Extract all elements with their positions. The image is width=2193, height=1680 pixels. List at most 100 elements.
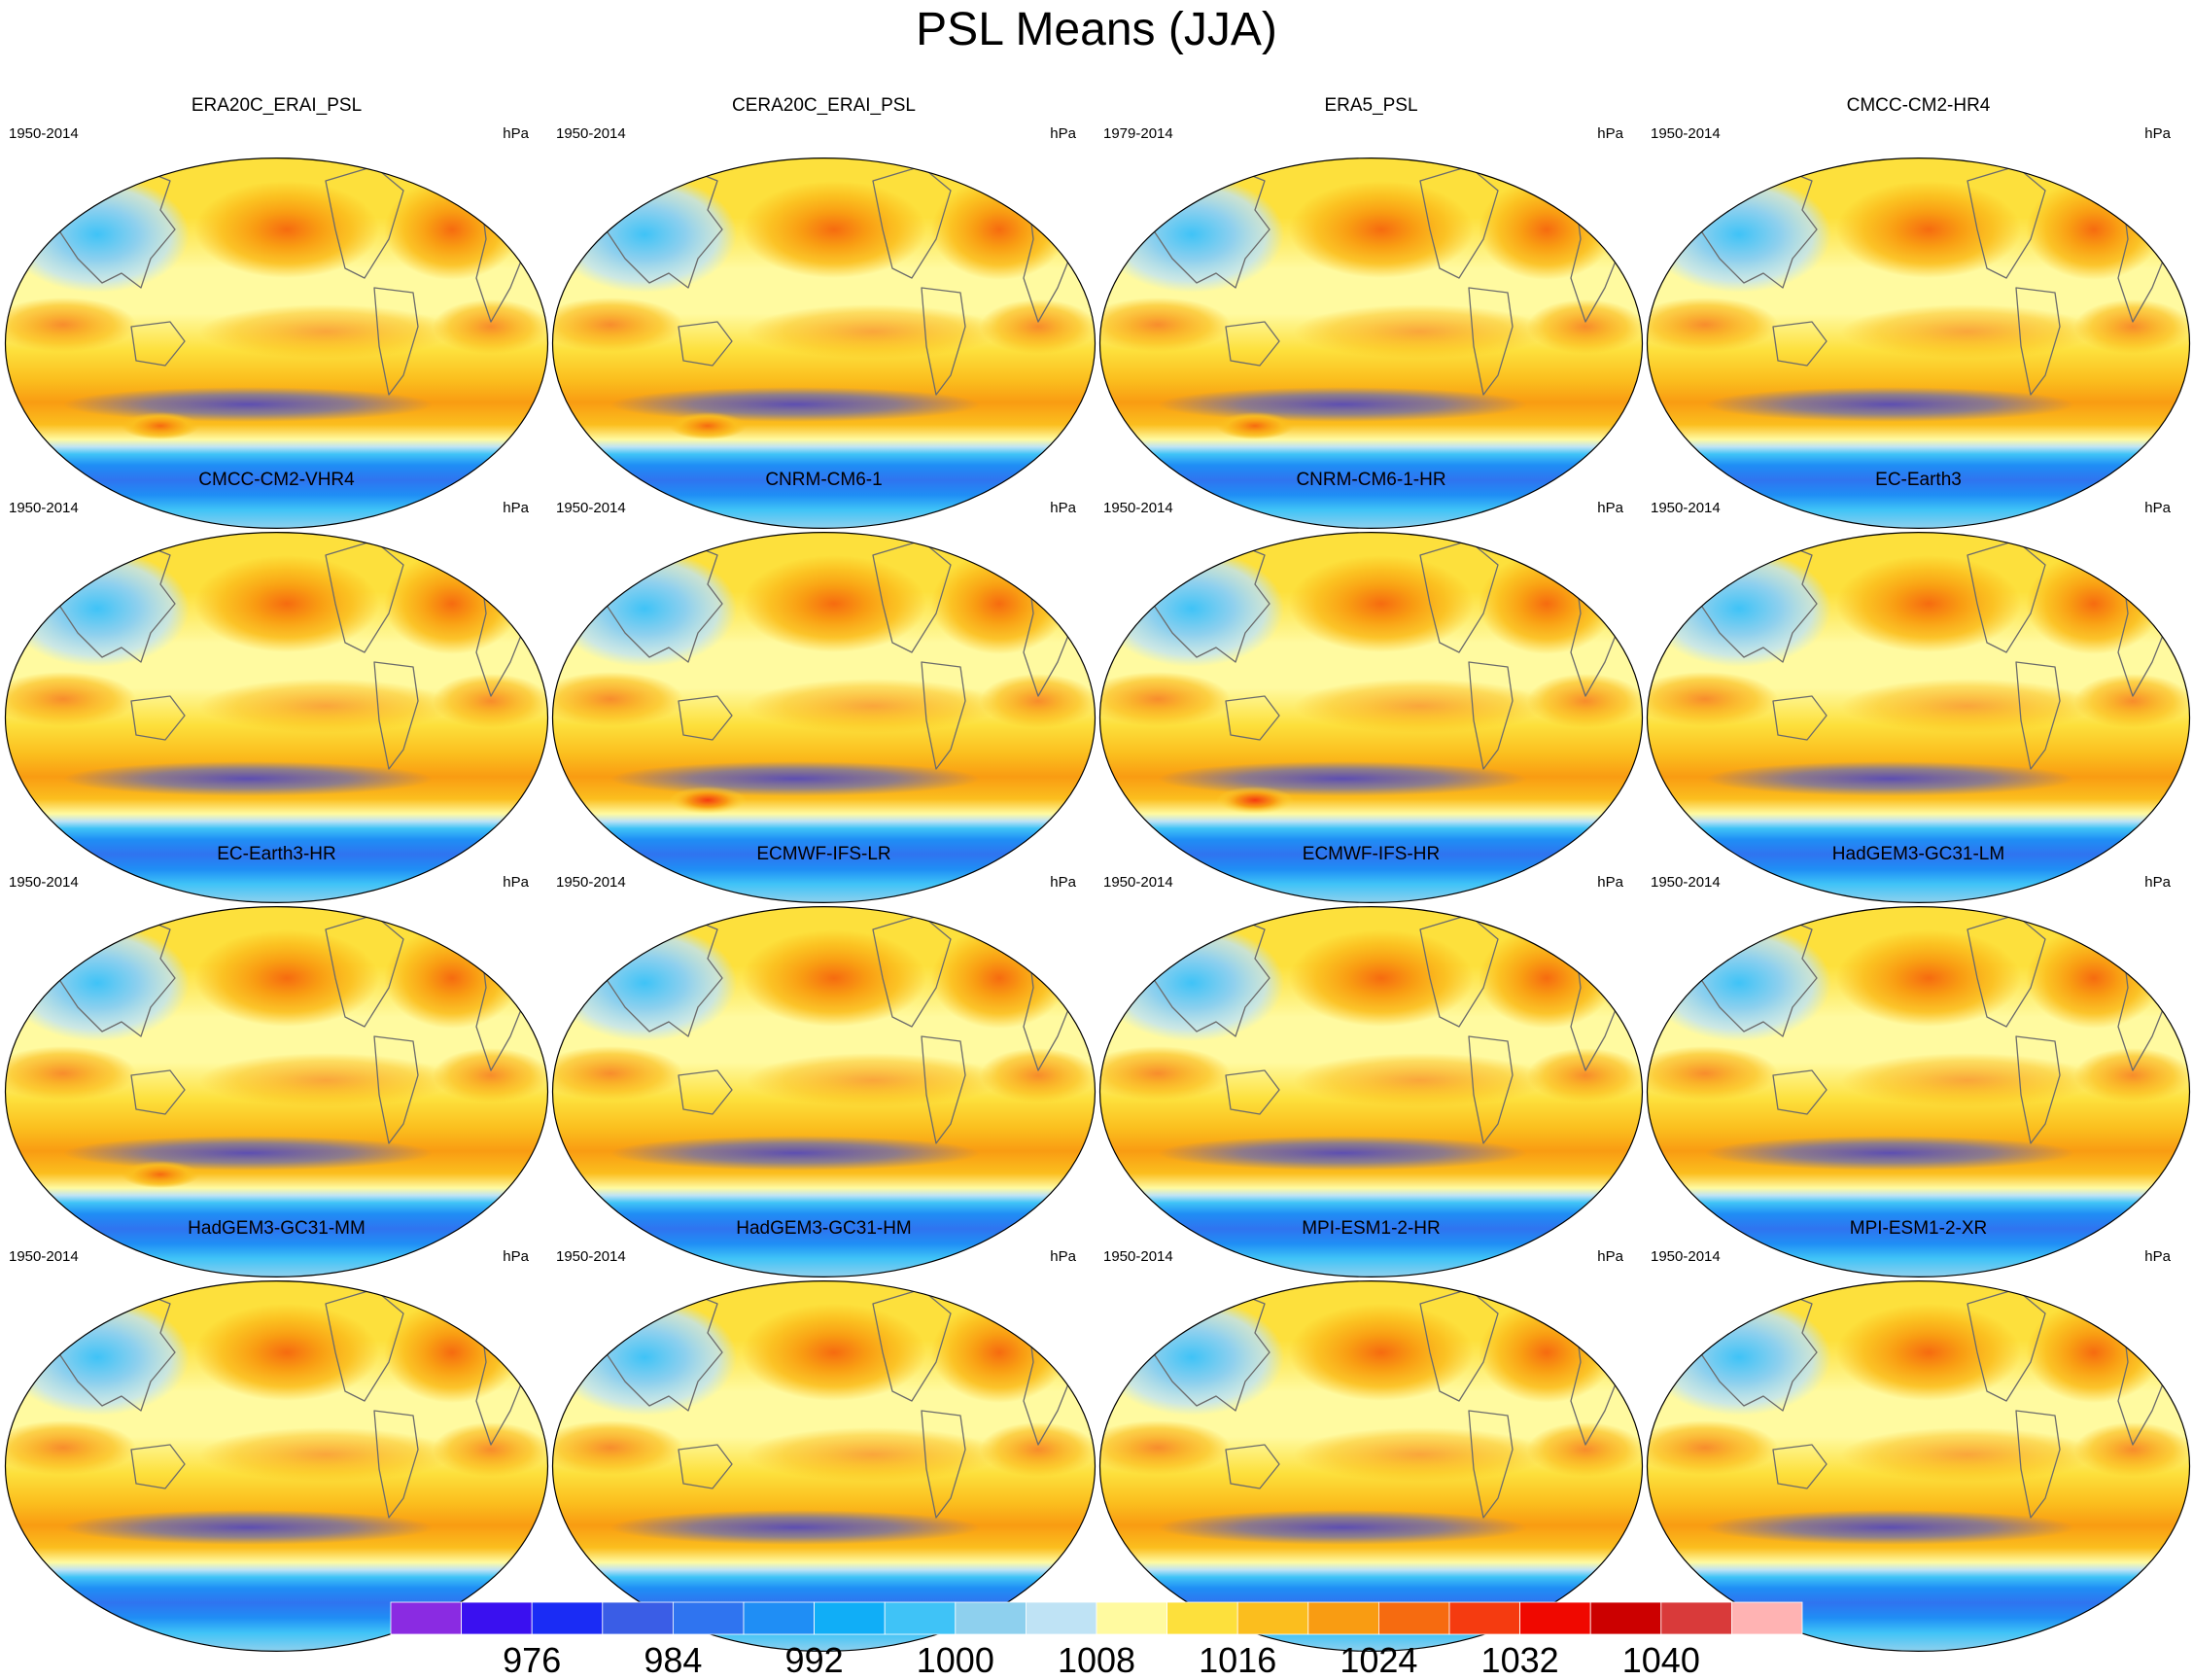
panel-title: CERA20C_ERAI_PSL — [732, 95, 916, 116]
south-atlantic-high — [2074, 1048, 2190, 1102]
panel-title: ERA20C_ERAI_PSL — [191, 95, 362, 116]
azores-high — [2026, 179, 2162, 280]
asian-low — [5, 925, 190, 1041]
panel-period: 1950-2014 — [9, 1248, 79, 1265]
southern-ocean-low — [1705, 1510, 2074, 1545]
coastline — [1468, 1035, 1514, 1144]
asian-low — [1099, 1299, 1284, 1416]
panel-title: MPI-ESM1-2-HR — [1302, 1218, 1441, 1239]
coastline — [1468, 1410, 1514, 1519]
indian-ocean-high — [5, 672, 136, 726]
pressure-field — [5, 1280, 548, 1652]
coastline — [921, 1410, 966, 1519]
panel-title: CMCC-CM2-VHR4 — [198, 470, 355, 490]
south-pacific-high — [1294, 1427, 1547, 1482]
north-pacific-high — [1289, 929, 1474, 1027]
southern-ocean-low — [63, 761, 433, 796]
panel-period: 1950-2014 — [9, 500, 79, 516]
colorbar-box — [955, 1601, 1027, 1635]
north-pacific-high — [742, 181, 926, 278]
map-panel: CNRM-CM6-1 1950-2014 hPa — [551, 470, 1096, 903]
south-atlantic-high — [433, 1422, 548, 1477]
panel-period: 1950-2014 — [556, 125, 626, 142]
south-pacific-high — [1294, 679, 1547, 733]
azores-high — [931, 1302, 1067, 1403]
colorbar-box — [1448, 1601, 1520, 1635]
coastline — [2015, 1035, 2061, 1144]
coastline — [678, 321, 733, 367]
south-atlantic-high — [433, 674, 548, 728]
coastline — [373, 1035, 419, 1144]
coastline — [1225, 1444, 1280, 1489]
coastline — [130, 1444, 186, 1489]
panel-period: 1950-2014 — [1651, 874, 1721, 891]
antarctic-high — [1216, 787, 1294, 814]
colorbar-box — [814, 1601, 886, 1635]
map-panel: ERA20C_ERAI_PSL 1950-2014 hPa — [4, 95, 549, 529]
map-panel: ECMWF-IFS-LR 1950-2014 hPa — [551, 844, 1096, 1278]
indian-ocean-high — [5, 1046, 136, 1101]
panel-title: CMCC-CM2-HR4 — [1847, 95, 1991, 116]
azores-high — [1479, 553, 1615, 654]
colorbar: 976 984 992 1000 1008 1016 1024 1032 1040 — [390, 1601, 1803, 1680]
south-pacific-high — [199, 679, 452, 733]
colorbar-tick-label: 1024 — [1340, 1640, 1417, 1680]
coastline — [2054, 532, 2114, 551]
north-pacific-high — [1836, 181, 2021, 278]
coastline — [1225, 321, 1280, 367]
chart-title: PSL Means (JJA) — [916, 4, 1277, 55]
colorbar-tick-label: 984 — [644, 1640, 702, 1680]
asian-low — [1647, 550, 1831, 667]
colorbar-tick-label: 1040 — [1622, 1640, 1700, 1680]
coastline — [2015, 1410, 2061, 1519]
panel-period: 1950-2014 — [9, 874, 79, 891]
pressure-field — [1099, 532, 1643, 903]
south-pacific-high — [747, 1053, 999, 1107]
south-atlantic-high — [433, 1048, 548, 1102]
north-pacific-high — [194, 555, 379, 652]
antarctic-high — [122, 1161, 199, 1188]
coastline — [412, 1280, 472, 1300]
colorbar-boxes — [390, 1601, 1803, 1635]
pressure-field — [1647, 158, 2190, 529]
colorbar-box — [1660, 1601, 1732, 1635]
panel-units: hPa — [2144, 500, 2171, 516]
pressure-field — [552, 1280, 1096, 1652]
coastline — [678, 695, 733, 741]
azores-high — [2026, 553, 2162, 654]
southern-ocean-low — [1158, 761, 1527, 796]
coastline — [1772, 1069, 1828, 1115]
map-outline — [1646, 906, 2191, 1278]
coastline — [130, 695, 186, 741]
asian-low — [1647, 925, 1831, 1041]
panel-units: hPa — [2144, 874, 2171, 891]
coastline — [130, 321, 186, 367]
colorbar-box — [461, 1601, 533, 1635]
panel-period: 1950-2014 — [1651, 125, 1721, 142]
map-panel: HadGEM3-GC31-LM 1950-2014 hPa — [1646, 844, 2191, 1278]
colorbar-box — [1731, 1601, 1803, 1635]
map-outline — [551, 532, 1096, 903]
asian-low — [552, 550, 737, 667]
coastline — [1507, 158, 1567, 177]
panel-period: 1950-2014 — [1651, 1248, 1721, 1265]
pressure-field — [5, 158, 548, 529]
indian-ocean-high — [5, 1420, 136, 1475]
southern-ocean-low — [63, 1136, 433, 1171]
south-pacific-high — [1294, 304, 1547, 359]
south-pacific-high — [1841, 1427, 2094, 1482]
asian-low — [5, 550, 190, 667]
coastline — [2015, 661, 2061, 770]
map-outline — [551, 1280, 1096, 1652]
map-panel: EC-Earth3-HR 1950-2014 hPa — [4, 844, 549, 1278]
map-outline — [4, 1280, 549, 1652]
southern-ocean-low — [63, 387, 433, 422]
antarctic-high — [669, 787, 747, 814]
map-outline — [4, 906, 549, 1278]
asian-low — [552, 925, 737, 1041]
antarctic-high — [669, 412, 747, 439]
colorbar-box — [1096, 1601, 1167, 1635]
panel-period: 1950-2014 — [1103, 1248, 1173, 1265]
asian-low — [552, 176, 737, 293]
